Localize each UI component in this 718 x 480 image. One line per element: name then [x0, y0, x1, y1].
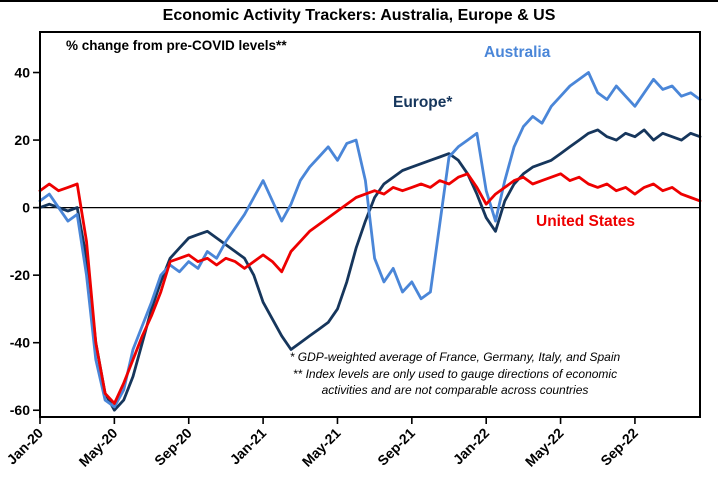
chart-title: Economic Activity Trackers: Australia, E… — [162, 7, 556, 24]
chart-footnotes: * GDP-weighted average of France, German… — [215, 349, 695, 399]
series-label-europe: Europe* — [393, 94, 453, 111]
svg-text:-20: -20 — [10, 267, 30, 283]
svg-text:Jan-20: Jan-20 — [3, 425, 46, 468]
series-label-australia: Australia — [484, 44, 551, 61]
svg-text:-60: -60 — [10, 402, 30, 418]
svg-text:Jan-22: Jan-22 — [450, 425, 493, 468]
svg-text:May-20: May-20 — [76, 425, 121, 470]
svg-text:Jan-21: Jan-21 — [227, 425, 270, 468]
footnote-line-2: ** Index levels are only used to gauge d… — [292, 366, 618, 381]
footnote-line-1: * GDP-weighted average of France, German… — [289, 350, 621, 364]
svg-text:May-22: May-22 — [522, 425, 567, 470]
svg-text:40: 40 — [14, 65, 30, 81]
footnote-line-3: activities and are not comparable across… — [321, 383, 589, 398]
svg-text:-40: -40 — [10, 335, 30, 351]
svg-text:Sep-22: Sep-22 — [597, 425, 641, 469]
svg-text:Sep-21: Sep-21 — [374, 425, 418, 469]
svg-text:May-21: May-21 — [299, 425, 344, 470]
series-label-united-states: United States — [536, 213, 636, 230]
svg-text:0: 0 — [22, 200, 30, 216]
chart-subtitle: % change from pre-COVID levels** — [66, 38, 287, 53]
svg-text:Sep-20: Sep-20 — [151, 425, 195, 469]
svg-text:20: 20 — [14, 132, 30, 148]
